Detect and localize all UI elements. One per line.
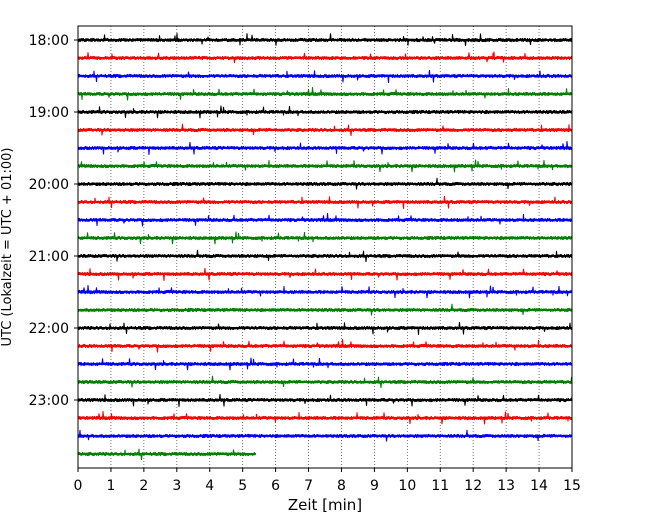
- y-tick-label: 23:00: [29, 393, 69, 409]
- y-tick-label: 19:00: [29, 105, 69, 121]
- x-tick-label: 3: [172, 478, 181, 494]
- x-tick-label: 2: [139, 478, 148, 494]
- x-tick-label: 4: [205, 478, 214, 494]
- x-axis-ticks: 0 1 2 3 4 5 6 7 8 9 10 11 12 13 14 15: [74, 468, 581, 494]
- y-tick-label: 18:00: [29, 33, 69, 49]
- y-tick-label: 22:00: [29, 321, 69, 337]
- x-tick-label: 5: [238, 478, 247, 494]
- x-tick-label: 12: [464, 478, 482, 494]
- x-tick-label: 13: [497, 478, 515, 494]
- trace-row: [77, 338, 573, 353]
- y-tick-label: 21:00: [29, 249, 69, 265]
- x-tick-label: 15: [563, 478, 581, 494]
- plot-frame: [77, 25, 573, 469]
- x-tick-label: 8: [337, 478, 346, 494]
- x-tick-label: 7: [304, 478, 313, 494]
- x-tick-label: 14: [530, 478, 548, 494]
- x-tick-label: 6: [271, 478, 280, 494]
- trace-row: [77, 140, 573, 156]
- y-tick-label: 20:00: [29, 177, 69, 193]
- y-axis-label: UTC (Lokalzeit = UTC + 01:00): [0, 148, 15, 347]
- x-tick-label: 11: [431, 478, 449, 494]
- x-tick-label: 10: [398, 478, 416, 494]
- x-axis-label: Zeit [min]: [288, 496, 362, 514]
- x-tick-label: 9: [370, 478, 379, 494]
- y-axis-ticks: 18:00 19:00 20:00 21:00 22:00 23:00: [29, 33, 78, 409]
- x-tick-label: 0: [74, 478, 83, 494]
- trace-rows: [77, 33, 573, 461]
- x-tick-label: 1: [106, 478, 115, 494]
